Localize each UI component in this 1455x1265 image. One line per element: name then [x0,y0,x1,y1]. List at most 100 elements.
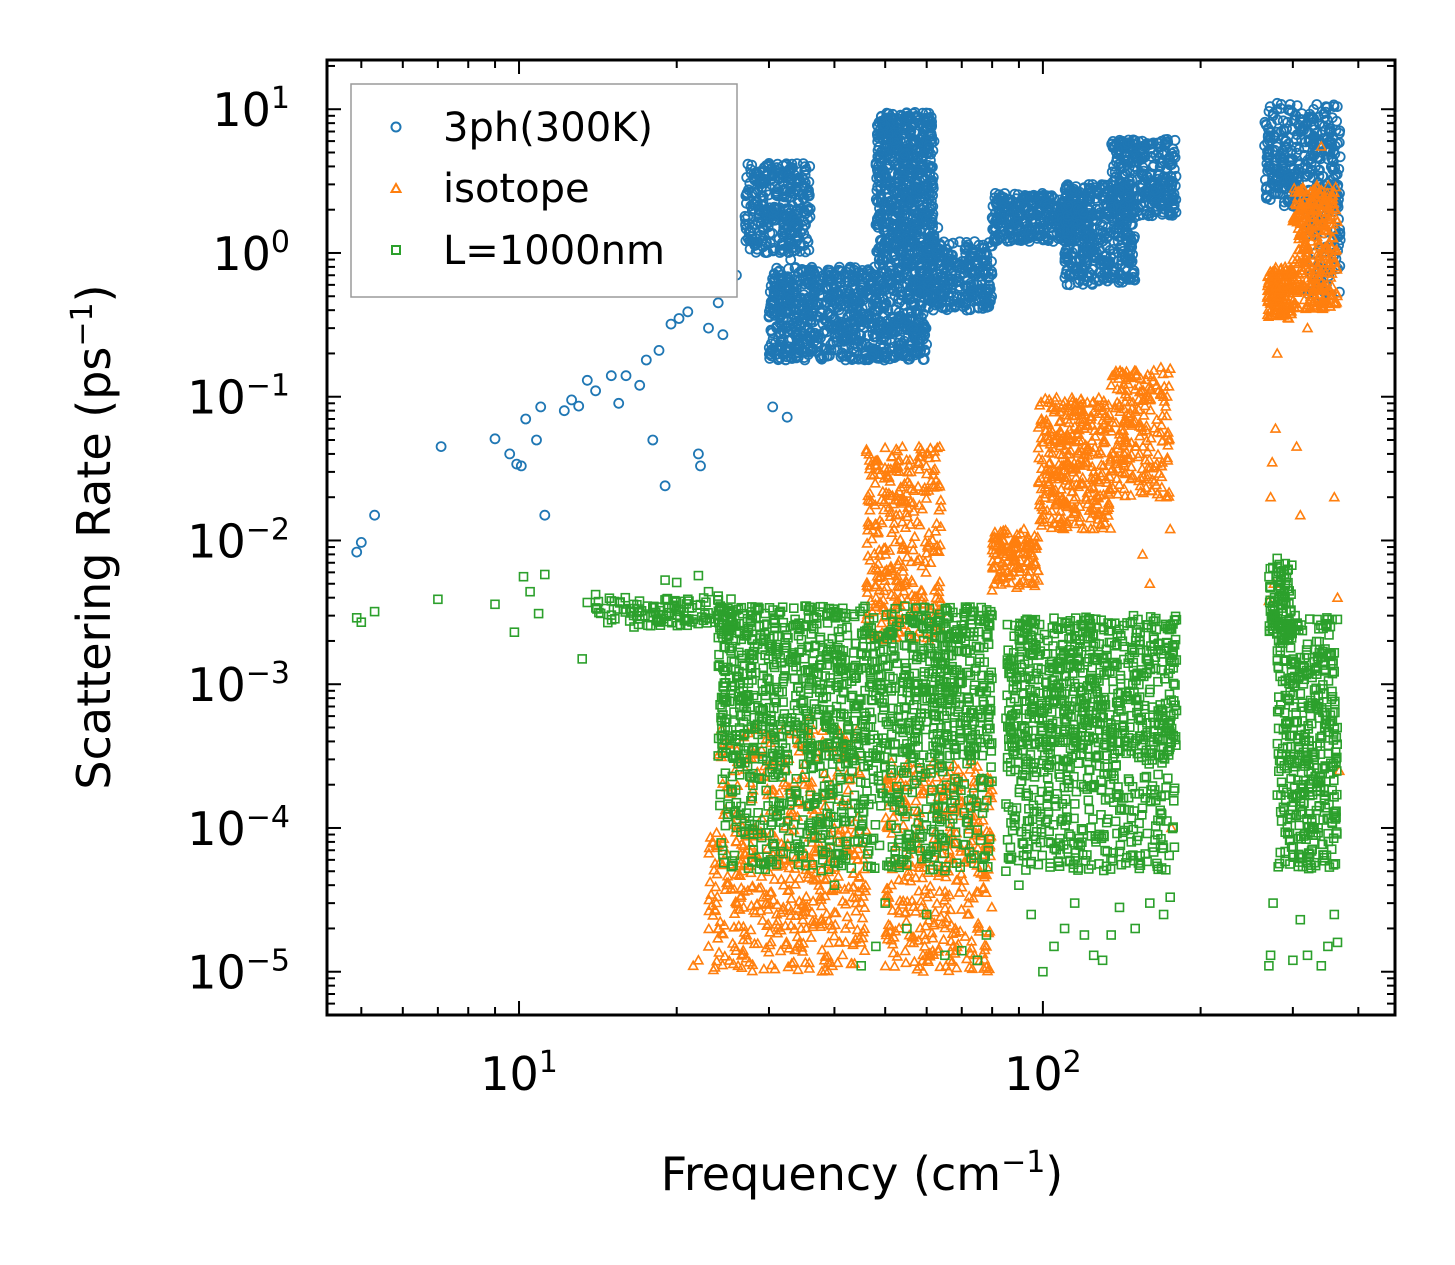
data-point [899,350,911,362]
data-point [800,306,811,318]
data-point [875,334,887,346]
data-point [896,440,909,452]
data-point [847,867,860,878]
data-point [897,269,908,281]
data-point [757,195,769,207]
data-point [647,434,659,446]
data-point [882,304,894,316]
data-point [634,379,646,391]
data-point [830,322,842,334]
data-point [753,212,764,224]
data-point [794,275,806,286]
data-point [806,344,817,356]
data-point [793,303,805,315]
data-point [785,344,796,356]
data-point [801,308,813,320]
data-point [764,348,775,360]
data-point [775,335,787,347]
data-point [846,294,858,306]
data-point [815,273,827,285]
data-point [748,187,760,198]
data-point [369,509,381,521]
data-point [777,348,788,360]
data-point [757,224,769,236]
data-point [875,339,886,351]
data-point [797,188,809,200]
data-point [489,433,501,445]
data-point [920,322,932,334]
data-point [879,959,892,971]
data-point [904,288,916,300]
data-point [705,888,717,899]
data-point [740,219,751,231]
data-point [868,317,880,329]
data-point [778,196,790,208]
data-point [828,294,840,306]
data-point [746,159,758,171]
data-point [1164,522,1177,534]
data-point [902,330,914,342]
data-point [786,333,798,345]
data-point [857,339,868,351]
data-point [673,313,685,324]
data-point [762,221,774,233]
data-point [539,509,551,521]
data-point [863,318,874,330]
data-point [763,342,775,354]
data-point [920,459,933,471]
data-point [1136,548,1149,559]
data-point [1331,591,1344,603]
data-point [866,349,878,361]
data-point [913,285,925,297]
data-point [861,272,873,284]
data-point [750,246,762,258]
data-point [780,354,791,366]
data-point [763,311,775,323]
data-point [805,334,817,345]
data-point [759,239,771,251]
data-point [845,308,857,320]
data-point [761,236,772,248]
data-point [765,280,777,292]
data-point [779,919,792,931]
data-point [878,339,890,351]
data-point [903,313,915,325]
data-point [745,200,757,212]
data-point [1264,491,1277,502]
data-point [834,318,845,330]
data-point [836,266,848,278]
data-point [874,324,886,336]
data-point [824,264,835,276]
data-point [912,335,923,346]
data-point [831,288,843,300]
data-point [876,274,888,286]
data-point [797,192,809,204]
data-point [911,307,923,319]
data-point [665,318,677,330]
data-point [799,165,810,177]
data-point [807,306,819,318]
series-1-marks [351,97,1346,558]
data-point [802,236,814,248]
data-point [879,441,891,453]
data-point [789,262,801,274]
data-point [581,374,593,386]
data-point [803,190,815,202]
data-point [781,411,793,423]
data-point [901,279,913,290]
data-point [763,189,774,201]
data-point [799,346,811,358]
data-point [687,959,700,971]
data-point [761,160,772,171]
data-point [821,316,833,328]
data-point [929,906,942,917]
data-point [1266,456,1279,467]
data-point [535,401,547,413]
data-point [842,331,854,343]
data-point [849,323,861,335]
data-point [753,216,764,228]
data-point [924,556,937,568]
data-point [765,958,778,970]
data-point [793,351,804,363]
data-point [703,322,714,334]
